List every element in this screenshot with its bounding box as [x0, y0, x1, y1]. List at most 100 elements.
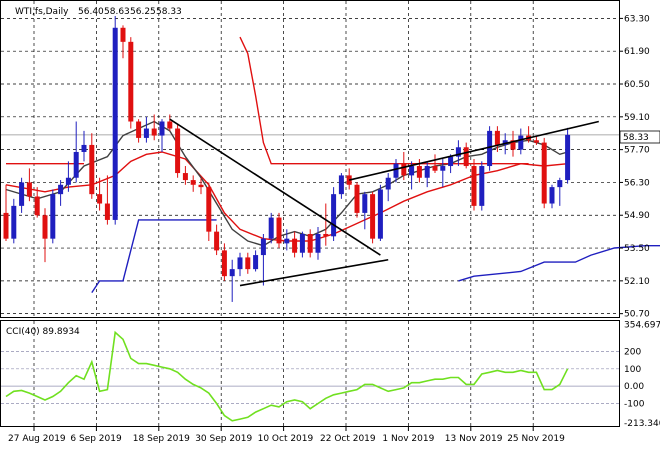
candle-body	[81, 144, 87, 152]
candle-body	[479, 166, 485, 206]
candle-body	[455, 147, 461, 157]
date-tick-label: 18 Sep 2019	[133, 434, 190, 444]
candle-body	[533, 140, 539, 143]
candle-body	[104, 203, 110, 220]
cci-series-line	[5, 330, 569, 422]
trendline	[349, 120, 599, 181]
candle-body	[416, 166, 422, 178]
cci-tick-label: -213.340	[624, 419, 660, 429]
candle-body	[143, 128, 149, 138]
candle-body	[268, 217, 274, 239]
candle-body	[541, 142, 547, 204]
candle-body	[112, 27, 118, 220]
trendline	[169, 118, 381, 256]
candle-body	[229, 269, 235, 277]
candle-body	[401, 163, 407, 176]
candle-body	[440, 166, 446, 171]
candle-body	[565, 134, 571, 181]
candle-body	[253, 255, 259, 270]
trendlines	[169, 118, 599, 287]
candle-body	[463, 147, 469, 167]
candle-body	[557, 180, 563, 188]
candle-body	[237, 257, 243, 270]
candle-body	[331, 194, 337, 237]
candle-body	[284, 238, 290, 244]
candle-body	[167, 121, 173, 129]
candle-body	[198, 184, 204, 188]
price-tick-label: 63.30	[624, 14, 650, 24]
candle-body	[299, 233, 305, 253]
price-tick-label: 50.70	[624, 310, 650, 320]
price-tick-label: 53.50	[624, 244, 650, 254]
date-tick-label: 13 Nov 2019	[445, 434, 503, 444]
date-tick-label: 30 Sep 2019	[195, 434, 252, 444]
price-tick-label: 57.70	[624, 146, 650, 156]
date-tick-label: 6 Sep 2019	[70, 434, 122, 444]
candle-body	[42, 215, 48, 239]
candle-body	[97, 194, 103, 204]
candle-body	[549, 187, 555, 204]
price-header: WTI,fs,Daily 56.40 58.63 56.25 58.33	[15, 7, 182, 17]
candle-body	[510, 140, 516, 150]
stop-red-line	[239, 36, 529, 165]
price-panel-frame	[0, 0, 620, 318]
stop-blue-line	[91, 219, 217, 293]
candle-body	[307, 233, 313, 253]
candle-body	[487, 130, 493, 167]
candle-body	[432, 166, 438, 171]
candle-body	[89, 144, 95, 195]
ohlc-open: 56.40	[78, 7, 104, 17]
price-tick-label: 56.30	[624, 178, 650, 188]
candle-body	[182, 173, 188, 181]
candle-body	[128, 41, 134, 122]
candle-body	[494, 130, 500, 145]
price-tick-label: 60.50	[624, 80, 650, 90]
candle-body	[502, 140, 508, 145]
candle-body	[73, 151, 79, 178]
price-tick-label: 61.90	[624, 47, 650, 57]
candle-body	[518, 135, 524, 150]
candle-body	[338, 175, 344, 195]
candle-body	[385, 177, 391, 190]
candle-body	[175, 128, 181, 174]
last-price-label: 58.33	[623, 133, 649, 143]
candle-body	[190, 180, 196, 185]
candle-body	[58, 184, 64, 195]
date-tick-label: 1 Nov 2019	[382, 434, 434, 444]
candle-body	[65, 177, 71, 185]
candle-body	[50, 194, 56, 239]
candle-body	[206, 187, 212, 232]
ohlc-close: 58.33	[156, 7, 182, 17]
candle-body	[323, 233, 329, 237]
last-price-tag	[619, 130, 660, 144]
date-tick-label: 10 Oct 2019	[258, 434, 314, 444]
cci-tick-label: 100	[624, 365, 641, 375]
cci-line	[5, 330, 569, 422]
candle-body	[292, 238, 298, 253]
ohlc-low: 56.25	[130, 7, 156, 17]
candle-body	[471, 166, 477, 206]
candle-body	[151, 128, 157, 136]
price-tick-label: 54.90	[624, 211, 650, 221]
cci-tick-label: 200	[624, 347, 641, 357]
candle-body	[362, 194, 368, 213]
date-tick-label: 25 Nov 2019	[507, 434, 565, 444]
candle-body	[315, 233, 321, 253]
candle-body	[3, 212, 9, 239]
cci-tick-label: 354.6973	[624, 321, 660, 331]
cci-tick-label: -100	[624, 399, 645, 409]
candle-body	[409, 166, 415, 176]
ohlc-high: 58.63	[104, 7, 130, 17]
axes: 63.30 61.90 60.50 59.10 57.70 56.30 54.90 53.50…	[8, 14, 660, 444]
candle-body	[11, 205, 17, 239]
price-tick-label: 52.10	[624, 277, 650, 287]
candle-body	[159, 121, 165, 136]
candle-body	[354, 184, 360, 213]
candle-body	[377, 189, 383, 239]
cci-title: CCI(40) 89.8934	[6, 327, 80, 337]
candle-body	[448, 156, 454, 167]
trendline	[239, 258, 389, 287]
chart-title: WTI,fs,Daily	[15, 7, 69, 17]
